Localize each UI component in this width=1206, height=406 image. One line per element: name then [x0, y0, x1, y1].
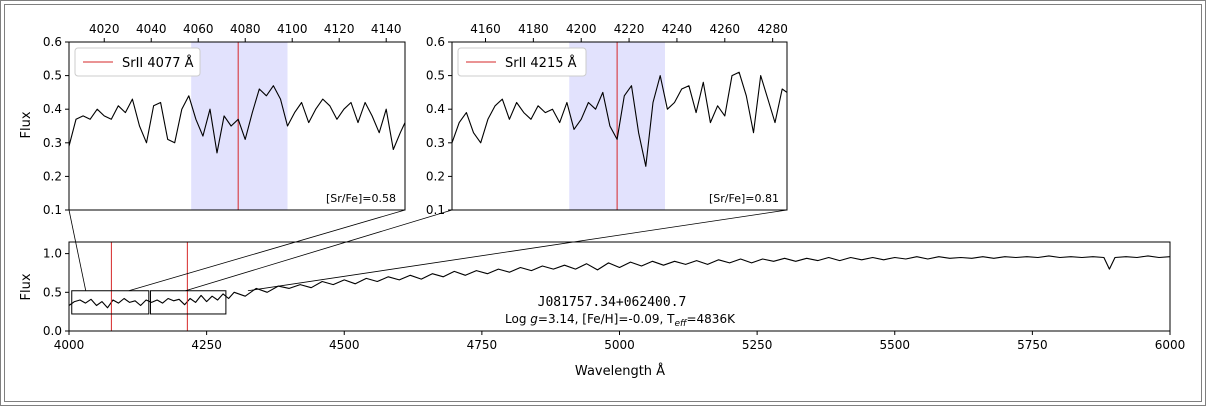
inset-2-frame — [451, 41, 788, 211]
main-y-axis-label: Flux — [19, 273, 34, 300]
params-g-symbol: g — [530, 312, 538, 326]
main-y-tick-label: 0.5 — [43, 285, 62, 299]
zoom-connector-line — [247, 209, 788, 292]
inset-1-highlight-band — [191, 42, 288, 210]
params-prefix: Log — [505, 312, 530, 326]
inset-1-legend: SrII 4077 Å — [74, 47, 201, 77]
inset-2-spectrum-line — [451, 71, 788, 167]
inset-1-y-tick-label: 0.4 — [43, 102, 62, 116]
figure-canvas-border — [4, 4, 1202, 402]
main-x-tick-label: 5000 — [604, 338, 635, 352]
inset-1-x-tick-label: 4100 — [277, 22, 308, 36]
inset-1-x-tick-label: 4060 — [183, 22, 214, 36]
zoom-connector-lines — [68, 209, 788, 292]
inset-2-y-tick-label: 0.5 — [426, 69, 445, 83]
inset-1-x-tick-label: 4120 — [324, 22, 355, 36]
inset-2-x-tick-label: 4220 — [614, 22, 645, 36]
main-x-tick-label: 6000 — [1155, 338, 1186, 352]
params-teff-sub: eff — [674, 319, 688, 329]
inset-2-x-tick-label: 4240 — [662, 22, 693, 36]
inset-1-y-tick-label: 0.5 — [43, 69, 62, 83]
inset-1-legend-label: SrII 4077 Å — [122, 55, 194, 71]
main-axis-ticks: 4000 4250 4500 4750 5000 5250 5500 5750 6000 0.0 0… — [43, 247, 1185, 352]
main-x-axis-label: Wavelength Å — [575, 363, 665, 379]
main-spectrum-line — [68, 255, 1171, 309]
inset-1-x-tick-label: 4040 — [136, 22, 167, 36]
inset-2-legend-box — [457, 47, 587, 77]
zoom-connector-line — [185, 209, 453, 292]
inset-1-axes: 4020 4040 4060 4080 4100 4120 4140 0.1 0.2 0.3 0.4… — [19, 22, 406, 217]
inset-2-annotation: [Sr/Fe]=0.81 — [709, 192, 779, 205]
main-zoom-box — [71, 290, 150, 315]
inset-1-x-tick-label: 4080 — [230, 22, 261, 36]
stellar-params-label: Log g=3.14, [Fe/H]=-0.09, Teff=4836K — [505, 312, 736, 329]
main-x-tick-label: 5250 — [742, 338, 773, 352]
inset-2-x-tick-label: 4180 — [518, 22, 549, 36]
object-name-label: J081757.34+062400.7 — [538, 295, 687, 310]
main-x-tick-label: 4500 — [329, 338, 360, 352]
inset-2-axes: 4160 4180 4200 4220 4240 4260 42800.10.20.30.4… — [426, 22, 788, 217]
inset-1-axis-ticks: 4020 4040 4060 4080 4100 4120 4140 0.1 0.2 0.3 0.4… — [43, 22, 402, 217]
inset-1-y-tick-label: 0.3 — [43, 136, 62, 150]
main-spectrum-axes: 4000 4250 4500 4750 5000 5250 5500 5750 6000 0.0 0… — [19, 241, 1185, 379]
params-g-value: =3.14, [Fe/H]=-0.09, T — [538, 312, 675, 326]
inset-1-x-tick-label: 4140 — [371, 22, 402, 36]
inset-1-y-tick-label: 0.2 — [43, 169, 62, 183]
main-y-tick-label: 1.0 — [43, 247, 62, 261]
inset-1-frame — [68, 41, 406, 211]
inset-1-legend-box — [74, 47, 201, 77]
main-x-tick-label: 4000 — [54, 338, 85, 352]
main-y-tick-label: 0.0 — [43, 324, 62, 338]
inset-2-x-tick-label: 4260 — [710, 22, 741, 36]
inset-2-x-tick-label: 4200 — [566, 22, 597, 36]
inset-1-y-tick-label: 0.6 — [43, 35, 62, 49]
inset-2-y-tick-label: 0.3 — [426, 136, 445, 150]
main-x-tick-label: 5750 — [1017, 338, 1048, 352]
params-teff-value: =4836K — [686, 312, 736, 326]
inset-2-x-tick-label: 4280 — [757, 22, 788, 36]
main-zoom-box — [149, 290, 227, 315]
inset-1-y-axis-label: Flux — [19, 111, 34, 138]
inset-1-annotation: [Sr/Fe]=0.58 — [326, 192, 396, 205]
inset-1-plot-area — [68, 41, 406, 211]
inset-2-legend: SrII 4215 Å — [457, 47, 587, 77]
inset-2-y-tick-label: 0.6 — [426, 35, 445, 49]
inset-2-x-tick-label: 4160 — [470, 22, 501, 36]
inset-1-x-tick-label: 4020 — [89, 22, 120, 36]
inset-1-spectrum-line — [68, 85, 406, 154]
main-x-tick-label: 4750 — [467, 338, 498, 352]
inset-2-y-tick-label: 0.4 — [426, 102, 445, 116]
inset-2-y-tick-label: 0.2 — [426, 169, 445, 183]
inset-2-axis-ticks: 4160 4180 4200 4220 4240 4260 42800.10.20.30.4… — [426, 22, 788, 217]
zoom-connector-line — [128, 209, 406, 292]
inset-2-legend-label: SrII 4215 Å — [505, 55, 577, 71]
main-x-tick-label: 5500 — [879, 338, 910, 352]
inset-1-y-tick-label: 0.1 — [43, 203, 62, 217]
main-x-tick-label: 4250 — [191, 338, 222, 352]
zoom-connector-line — [68, 209, 87, 291]
